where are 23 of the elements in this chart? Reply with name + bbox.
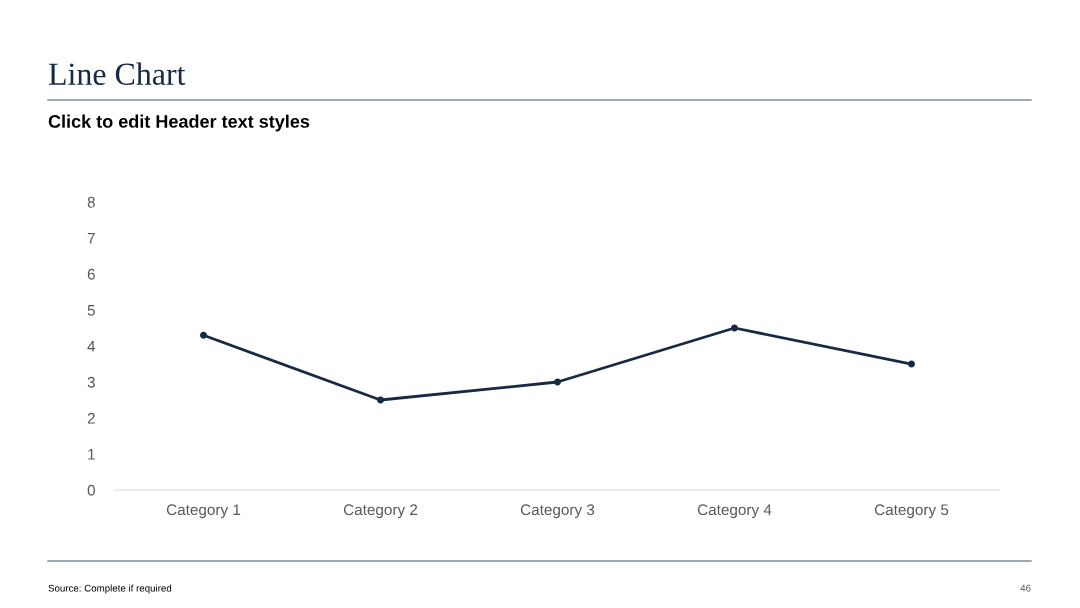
chart-subtitle: Click to edit Header text styles — [48, 114, 310, 132]
y-tick-label: 8 — [87, 196, 95, 208]
x-tick-label: Category 3 — [520, 504, 595, 519]
y-tick-label: 6 — [87, 268, 95, 280]
source-note: Source: Complete if required — [48, 584, 172, 594]
point — [377, 396, 384, 404]
x-tick-label: Category 1 — [166, 504, 241, 519]
point — [908, 360, 915, 368]
point — [731, 324, 738, 332]
y-tick-label: 1 — [88, 449, 95, 460]
x-tick-label: Category 2 — [343, 504, 418, 519]
x-tick-label: Category 4 — [697, 504, 772, 519]
y-tick-label: 3 — [87, 376, 95, 388]
x-tick-label: Category 5 — [874, 504, 949, 519]
text: 46 — [1020, 584, 1031, 592]
point — [554, 378, 561, 386]
chart-title: Line Chart — [48, 62, 186, 85]
point — [200, 331, 207, 339]
y-tick-label: 4 — [87, 341, 96, 352]
y-tick-label: 5 — [87, 305, 95, 316]
y-tick-label: 2 — [87, 412, 95, 424]
y-tick-label: 0 — [87, 484, 95, 496]
y-tick-label: 7 — [87, 233, 95, 244]
